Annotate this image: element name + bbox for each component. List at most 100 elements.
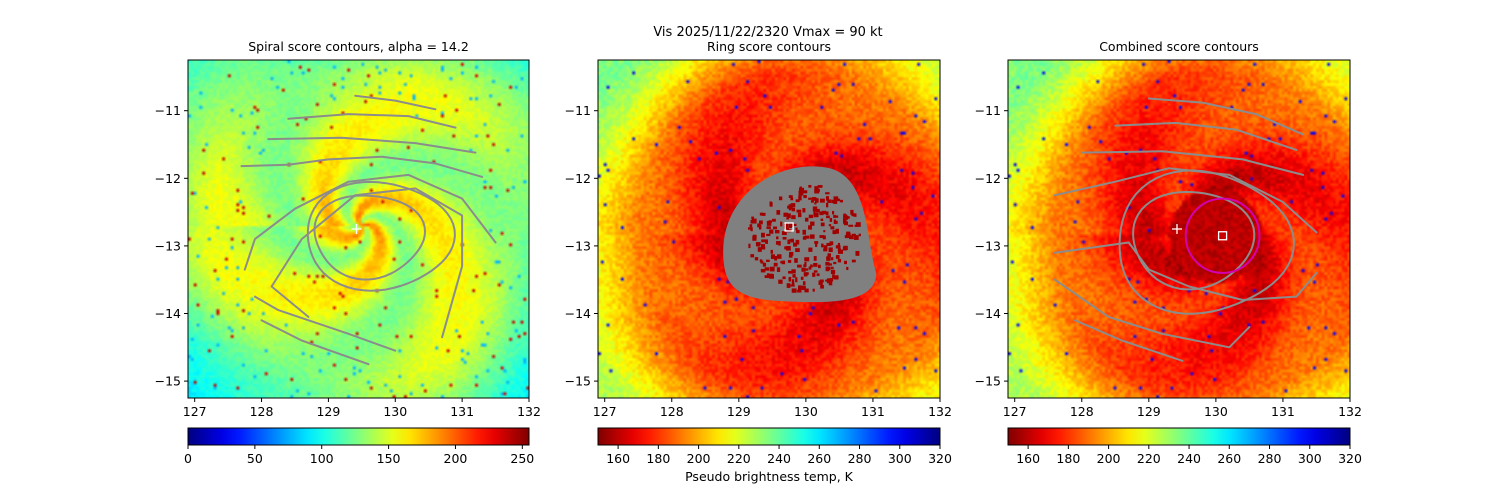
mask-speckle (788, 207, 792, 211)
contour-line (253, 295, 397, 352)
mask-speckle (832, 274, 835, 279)
colorbar-tick-label: 220 (727, 451, 751, 466)
mask-speckle (788, 276, 792, 282)
mask-speckle (769, 274, 774, 279)
colorbar-tick-label: 260 (1217, 451, 1241, 466)
colorbar-tick-label: 300 (888, 451, 912, 466)
y-tick-label: −13 (975, 238, 1001, 253)
mask-speckle (813, 212, 819, 218)
mask-speckle (828, 224, 832, 227)
mask-speckle (821, 210, 827, 215)
mask-speckle (802, 236, 807, 240)
mask-speckle (795, 227, 798, 231)
x-tick-label: 132 (1338, 404, 1362, 419)
mask-speckle (833, 196, 839, 200)
mask-speckle (830, 226, 835, 230)
mask-speckle (788, 270, 794, 274)
mask-speckle (785, 246, 791, 251)
mask-speckle (813, 263, 818, 267)
mask-speckle (751, 218, 757, 224)
mask-speckle (813, 256, 817, 261)
mask-speckle (802, 208, 806, 213)
colorbar-tick-label: 280 (1258, 451, 1282, 466)
mask-speckle (782, 276, 786, 280)
mask-speckle (766, 226, 771, 229)
colorbar-tick-label: 180 (1056, 451, 1080, 466)
x-tick-label: 129 (316, 404, 340, 419)
mask-speckle (837, 258, 842, 263)
mask-speckle (835, 245, 841, 249)
mask-speckle (812, 272, 816, 277)
mask-speckle (787, 213, 791, 219)
mask-speckle (776, 210, 781, 215)
mask-speckle (803, 272, 808, 277)
mask-speckle (851, 259, 856, 263)
mask-speckle (833, 200, 838, 204)
mask-speckle (761, 212, 766, 216)
mask-speckle (853, 235, 859, 240)
mask-speckle (819, 235, 825, 238)
mask-speckle (769, 202, 773, 207)
mask-speckle (795, 248, 800, 253)
colorbar-tick-label: 200 (444, 451, 468, 466)
mask-speckle (821, 243, 824, 248)
mask-speckle (810, 200, 814, 203)
mask-speckle (749, 224, 753, 228)
mask-speckle (817, 264, 821, 269)
mask-speckle (793, 242, 798, 247)
mask-speckle (786, 217, 790, 220)
mask-speckle (846, 266, 849, 271)
panel-title: Combined score contours (1099, 39, 1259, 54)
mask-speckle (789, 251, 794, 256)
mask-speckle (823, 230, 826, 233)
mask-speckle (781, 231, 787, 235)
mask-speckle (809, 234, 815, 239)
mask-speckle (795, 277, 798, 283)
mask-speckle (833, 275, 839, 280)
y-tick-label: −11 (975, 103, 1001, 118)
mask-speckle (829, 278, 834, 282)
mask-speckle (778, 241, 781, 246)
mask-speckle (808, 197, 812, 200)
mask-speckle (836, 255, 840, 259)
mask-speckle (775, 241, 780, 245)
mask-speckle (829, 241, 834, 246)
mask-speckle (766, 220, 772, 226)
mask-speckle (784, 246, 787, 250)
mask-speckle (814, 186, 819, 191)
mask-speckle (777, 254, 782, 259)
colorbar-tick-label: 0 (184, 451, 192, 466)
mask-speckle (798, 195, 802, 201)
mask-speckle (778, 279, 783, 284)
mask-speckle (825, 202, 829, 208)
mask-speckle (790, 197, 794, 201)
mask-speckle (791, 288, 797, 293)
mask-speckle (791, 282, 795, 287)
mask-speckle (832, 230, 837, 235)
y-tick-label: −14 (565, 306, 591, 321)
mask-speckle (833, 219, 836, 224)
mask-speckle (833, 198, 839, 201)
mask-speckle (788, 254, 793, 258)
panels: Spiral score contours, alpha = 14.2 127 12… (155, 39, 1362, 484)
mask-speckle (770, 254, 776, 259)
mask-speckle (786, 283, 791, 288)
x-tick-label: 128 (1070, 404, 1094, 419)
mask-speckle (765, 239, 768, 244)
mask-speckle (808, 225, 812, 230)
x-tick-label: 127 (183, 404, 207, 419)
square-marker (784, 222, 794, 232)
contour-line (270, 187, 464, 339)
mask-speckle (757, 223, 761, 228)
mask-speckle (788, 204, 793, 210)
mask-speckle (787, 259, 792, 263)
mask-speckle (787, 239, 791, 245)
mask-speckle (834, 220, 838, 224)
mask-speckle (820, 284, 824, 289)
mask-speckle (814, 189, 820, 194)
mask-speckle (769, 266, 775, 272)
mask-speckle (830, 266, 834, 270)
mask-speckle (816, 208, 820, 213)
x-tick-label: 131 (450, 404, 474, 419)
figure-suptitle: Vis 2025/11/22/2320 Vmax = 90 kt (653, 25, 882, 40)
